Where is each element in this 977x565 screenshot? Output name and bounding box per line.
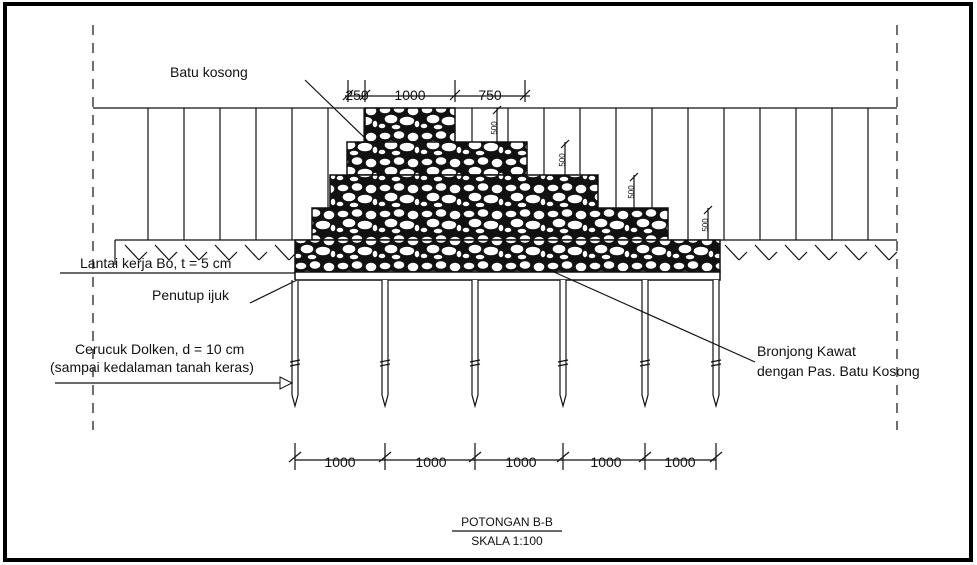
caption-scale: SKALA 1:100	[471, 534, 543, 548]
soil-hatch	[124, 244, 140, 261]
soil-hatch	[274, 244, 290, 261]
soil-hatch	[724, 244, 740, 261]
dim-tick	[342, 89, 354, 101]
gabion	[294, 239, 721, 273]
dimension: 1000	[415, 454, 446, 470]
pile	[471, 280, 479, 409]
pile-mark	[379, 359, 391, 363]
pile	[712, 280, 720, 409]
pile-mark	[469, 359, 481, 363]
soil-hatch	[738, 251, 748, 261]
frame	[3, 2, 973, 562]
dim-tick	[560, 139, 570, 149]
label: (sampai kedalaman tanah keras)	[50, 359, 254, 375]
soil-hatch	[798, 251, 808, 261]
gabion	[364, 107, 456, 143]
gabion	[311, 207, 669, 241]
soil-hatch	[844, 244, 860, 261]
dim-tick	[449, 89, 461, 101]
dim-tick	[288, 451, 302, 463]
caption-title: POTONGAN B-B	[461, 515, 553, 529]
pile-mark	[289, 363, 301, 367]
step-height: 500	[627, 185, 636, 199]
soil-hatch	[244, 244, 260, 261]
pile	[291, 280, 299, 409]
dim-tick	[492, 105, 502, 115]
leader	[249, 279, 298, 304]
soil-hatch	[888, 251, 898, 261]
soil-hatch	[768, 251, 778, 261]
dim-tick	[519, 89, 531, 101]
soil-hatch	[138, 251, 148, 261]
label: Cerucuk Dolken, d = 10 cm	[75, 341, 244, 357]
pile-mark	[557, 363, 569, 367]
label: dengan Pas. Batu Kosong	[757, 363, 920, 379]
section	[55, 25, 898, 470]
soil-hatch	[258, 251, 268, 261]
soil-hatch	[858, 251, 868, 261]
soil-hatch	[198, 251, 208, 261]
pile-mark	[710, 363, 722, 367]
pile	[641, 280, 649, 409]
soil-hatch	[214, 244, 230, 261]
soil-hatch	[754, 244, 770, 261]
dimension: 1000	[664, 454, 695, 470]
dimension: 250	[345, 87, 369, 103]
arrow	[279, 376, 294, 390]
dimension: 1000	[324, 454, 355, 470]
pile-mark	[379, 363, 391, 367]
dimension: 1000	[505, 454, 536, 470]
soil-hatch	[874, 244, 890, 261]
soil-hatch	[228, 251, 238, 261]
leader	[544, 267, 756, 363]
step-height: 500	[558, 153, 567, 167]
pile	[381, 280, 389, 409]
gabion	[346, 141, 528, 176]
dimension: 750	[478, 87, 502, 103]
pile	[559, 280, 567, 409]
pile-mark	[710, 359, 722, 363]
pile-mark	[557, 359, 569, 363]
soil-hatch	[168, 251, 178, 261]
label: Bronjong Kawat	[757, 343, 856, 359]
label: Batu kosong	[170, 64, 248, 80]
label: Penutup ijuk	[152, 287, 230, 303]
pile-mark	[289, 359, 301, 363]
soil-hatch	[154, 244, 170, 261]
step-height: 500	[490, 121, 499, 135]
dim-tick	[703, 205, 713, 215]
soil-hatch	[814, 244, 830, 261]
dim-tick	[629, 172, 639, 182]
leader	[304, 79, 368, 141]
dim-tick	[359, 89, 371, 101]
soil-hatch	[184, 244, 200, 261]
pile-mark	[469, 363, 481, 367]
label: Lantai kerja Bo, t = 5 cm	[80, 255, 231, 271]
dimension: 1000	[394, 87, 425, 103]
pile-mark	[639, 359, 651, 363]
soil-hatch	[784, 244, 800, 261]
dimension: 1000	[590, 454, 621, 470]
gabion	[329, 174, 599, 209]
pile-mark	[639, 363, 651, 367]
soil-hatch	[828, 251, 838, 261]
step-height: 500	[701, 218, 710, 232]
work-floor	[294, 271, 721, 281]
